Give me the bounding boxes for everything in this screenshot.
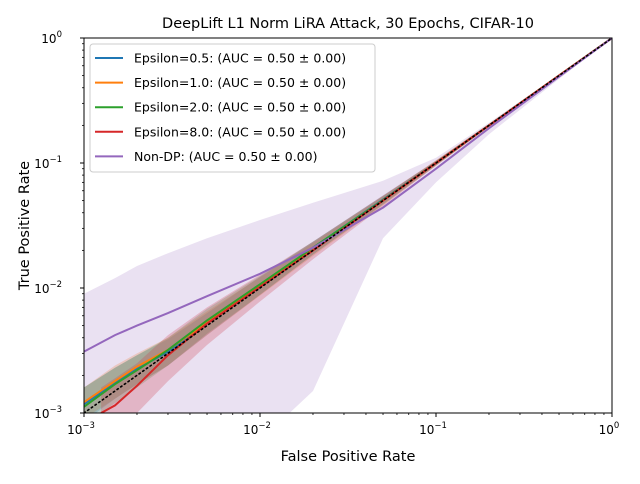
legend-label: Non-DP: (AUC = 0.50 ± 0.00) <box>134 149 317 164</box>
band-series-4 <box>101 38 612 413</box>
legend-label: Epsilon=1.0: (AUC = 0.50 ± 0.00) <box>134 75 346 90</box>
plot-frame <box>83 37 613 414</box>
legend-label: Epsilon=0.5: (AUC = 0.50 ± 0.00) <box>134 51 346 66</box>
x-axis-label: False Positive Rate <box>281 449 416 465</box>
chart-title: DeepLift L1 Norm LiRA Attack, 30 Epochs,… <box>162 16 534 32</box>
line-series-5 <box>84 38 612 353</box>
legend-box <box>89 43 376 173</box>
chance-diagonal <box>84 38 612 413</box>
legend-label: Epsilon=8.0: (AUC = 0.50 ± 0.00) <box>134 124 346 139</box>
y-axis-label: True Positive Rate <box>17 161 33 291</box>
legend-label: Epsilon=2.0: (AUC = 0.50 ± 0.00) <box>134 100 346 115</box>
legend: Epsilon=0.5: (AUC = 0.50 ± 0.00) Epsilon=… <box>89 43 376 173</box>
chance-line <box>84 38 612 413</box>
